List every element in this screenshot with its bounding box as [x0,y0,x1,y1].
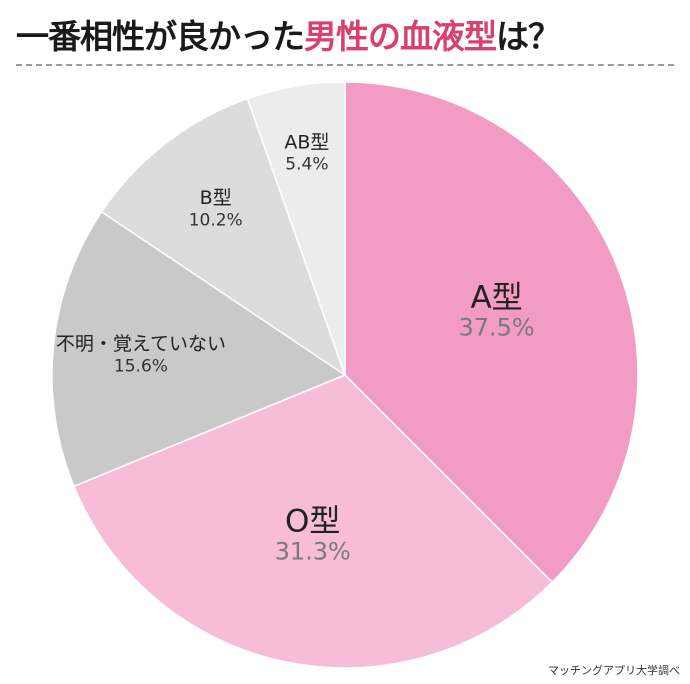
slice-label-1: O型 [285,504,340,540]
title-divider [16,64,674,66]
slice-label-0: A型 [470,280,522,316]
pie-slice-1 [72,374,554,669]
slice-value-3: 10.2% [189,210,243,230]
slice-label-2: 不明・覚えていない [56,333,226,355]
pie-slice-3 [100,97,347,377]
slice-value-1: 31.3% [275,537,351,565]
slice-value-2: 15.6% [114,356,168,376]
title-prefix: 一番相性が良かった [16,17,305,56]
source-note: マッチングアプリ大学調べ [548,664,680,677]
slice-label-3: B型 [200,187,232,209]
pie-slice-4 [246,81,346,376]
pie-slice-0 [344,81,639,584]
title-suffix: は？ [496,17,561,56]
slice-label-4: AB型 [284,131,329,153]
slice-value-0: 37.5% [458,314,534,342]
pie-slice-2 [51,210,347,488]
title-highlight: 男性の血液型 [304,17,497,56]
chart-title: 一番相性が良かった男性の血液型は？ [16,10,561,58]
slice-value-4: 5.4% [285,155,328,175]
